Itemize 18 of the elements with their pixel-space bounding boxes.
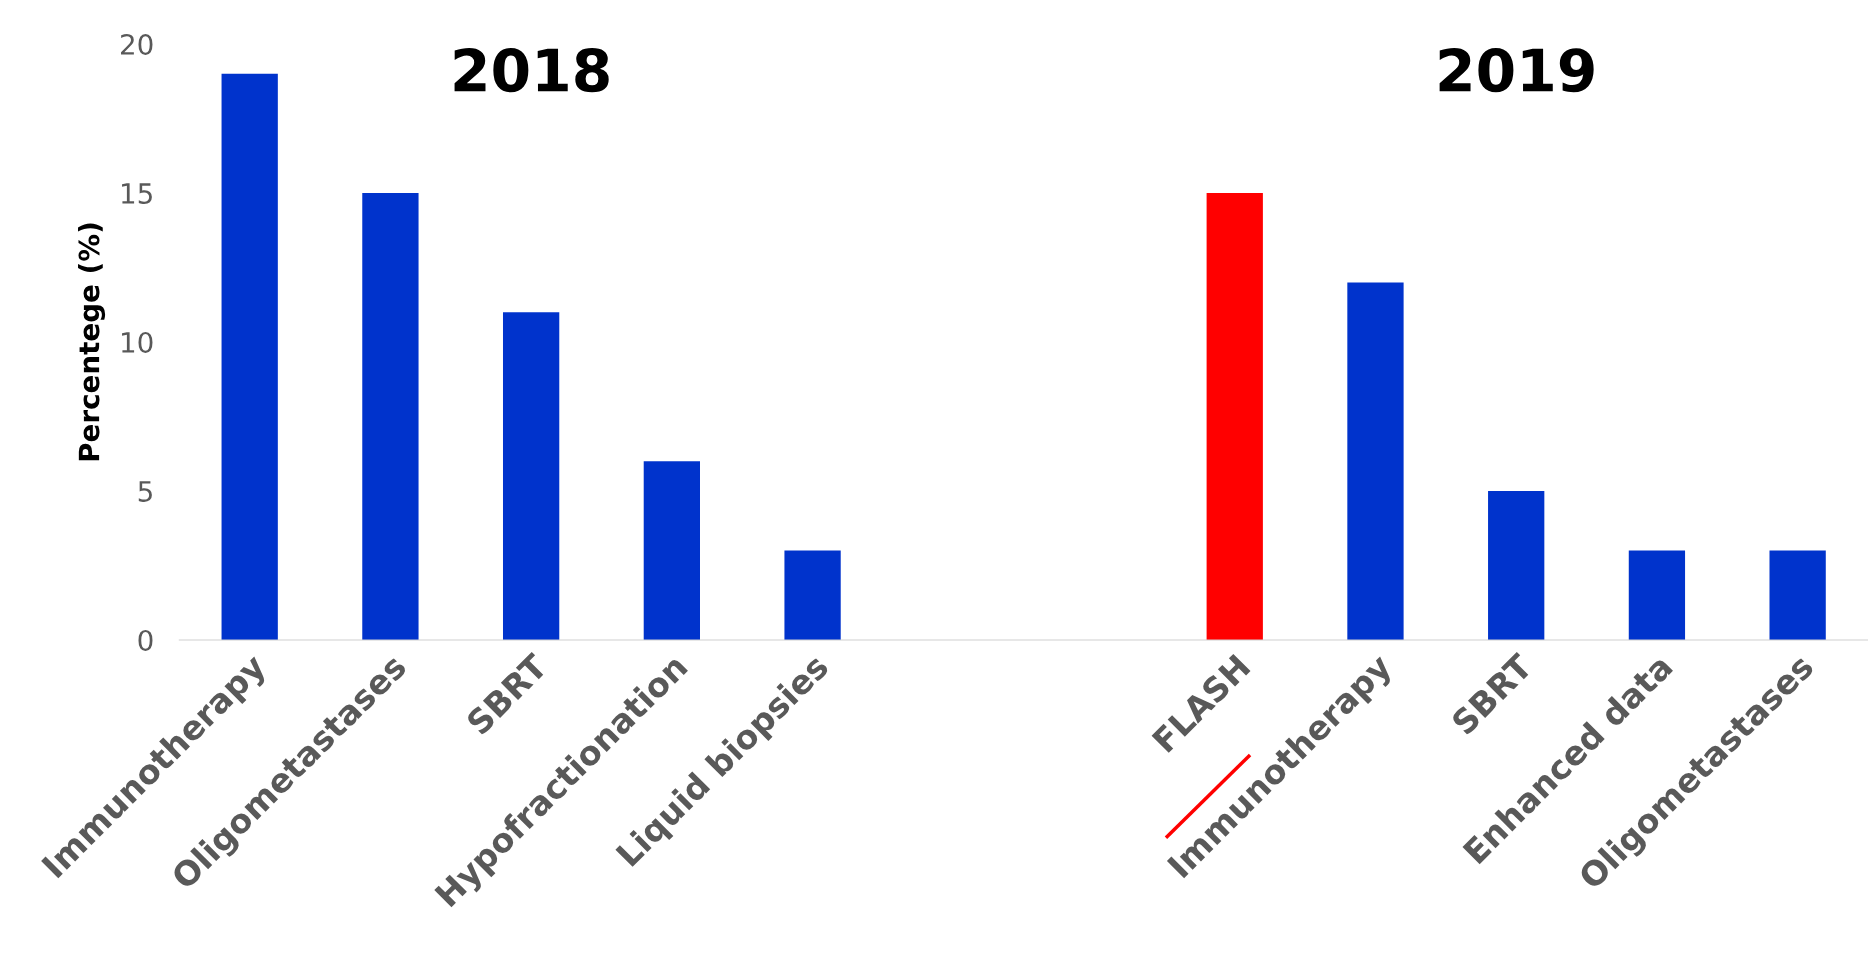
bar (1347, 282, 1404, 640)
y-tick-label: 15 (122, 183, 152, 204)
y-tick-label: 20 (121, 34, 153, 56)
bar (502, 312, 560, 640)
bar (221, 73, 278, 640)
annotation: 2019 (1439, 48, 1594, 93)
y-tick-label: 10 (122, 331, 153, 353)
annotation: 2018 (454, 48, 609, 93)
y-tick-label: 5 (138, 481, 152, 502)
bar (362, 193, 419, 640)
bar (1488, 490, 1545, 640)
y-tick-label: 0 (138, 629, 153, 651)
bar (784, 550, 841, 640)
bar (1769, 550, 1826, 640)
bar (1628, 550, 1686, 640)
bar (643, 461, 700, 640)
bar (1206, 193, 1263, 640)
y-axis-title: Percentege (%) (78, 223, 106, 461)
